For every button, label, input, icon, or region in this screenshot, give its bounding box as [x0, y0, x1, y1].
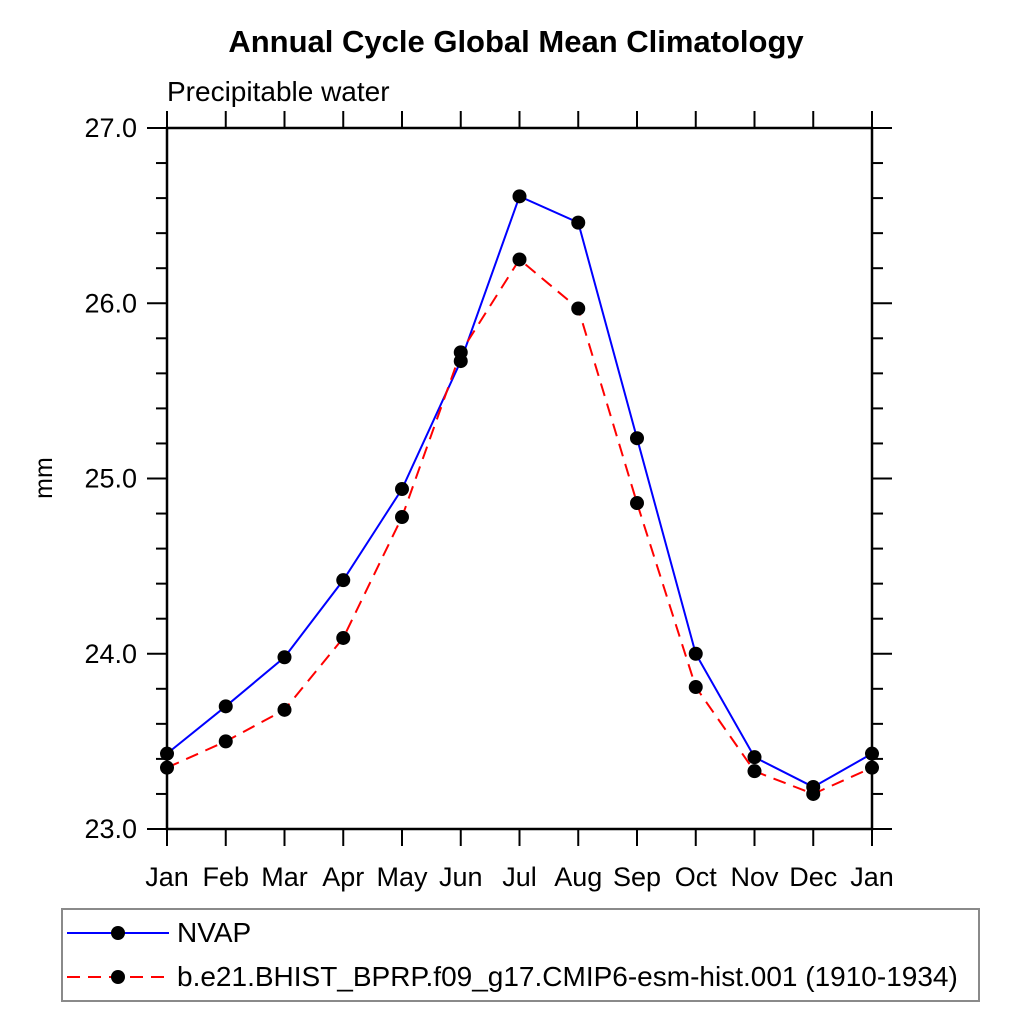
- legend-marker-dot: [111, 970, 125, 985]
- data-point-marker-0: [160, 746, 174, 761]
- legend-item-nvap: NVAP: [63, 911, 978, 955]
- series-line-0: [166, 194, 873, 789]
- x-axis-month-label: Jun: [439, 862, 483, 892]
- y-axis-tick-label: 24.0: [84, 639, 137, 669]
- data-point-marker-0: [336, 573, 351, 588]
- plot-frame: [165, 126, 874, 831]
- data-point-marker-0: [688, 646, 703, 661]
- chart-title: Annual Cycle Global Mean Climatology: [228, 24, 804, 59]
- x-axis-month-label: Nov: [730, 862, 779, 892]
- x-axis-month-label: Sep: [613, 862, 661, 892]
- legend-marker-dot: [111, 925, 125, 940]
- data-point-marker-0: [865, 746, 879, 761]
- y-axis-tick-label: 27.0: [84, 113, 137, 143]
- data-point-marker-0: [218, 699, 233, 714]
- data-point-marker-1: [277, 702, 292, 717]
- data-point-marker-1: [395, 510, 409, 525]
- data-point-marker-1: [865, 760, 879, 775]
- x-axis-month-label: Jan: [145, 862, 189, 892]
- data-point-marker-0: [571, 215, 586, 230]
- legend-label-model: b.e21.BHIST_BPRP.f09_g17.CMIP6-esm-hist.…: [177, 961, 958, 993]
- x-axis-month-label: Feb: [202, 862, 249, 892]
- series-line-1: [166, 257, 873, 796]
- y-axis-tick-label: 25.0: [84, 464, 137, 494]
- y-axis-tick-label: 23.0: [84, 814, 137, 844]
- data-point-marker-0: [512, 189, 527, 204]
- x-axis-month-label: Jul: [502, 862, 537, 892]
- data-point-marker-1: [160, 760, 174, 775]
- legend-swatch-dashed-line: [67, 970, 169, 985]
- data-point-marker-1: [806, 786, 821, 801]
- data-point-marker-1: [218, 734, 233, 749]
- x-axis-month-label: Jan: [850, 862, 894, 892]
- y-axis-unit-label: mm: [30, 457, 58, 499]
- legend-item-model: b.e21.BHIST_BPRP.f09_g17.CMIP6-esm-hist.…: [63, 955, 978, 999]
- data-point-marker-1: [571, 301, 586, 316]
- legend-label-nvap: NVAP: [177, 916, 252, 948]
- data-point-marker-1: [630, 496, 644, 511]
- y-axis-tick-label: 26.0: [84, 288, 137, 318]
- data-point-marker-1: [688, 680, 703, 695]
- data-point-marker-1: [512, 252, 527, 267]
- data-point-marker-0: [277, 650, 292, 665]
- x-axis-month-label: Aug: [554, 862, 602, 892]
- data-point-marker-0: [630, 431, 644, 446]
- data-point-marker-0: [395, 482, 409, 497]
- data-point-marker-1: [336, 630, 351, 645]
- chart-subtitle: Precipitable water: [167, 76, 390, 107]
- data-point-marker-0: [747, 750, 762, 765]
- x-axis-month-label: Oct: [675, 862, 718, 892]
- x-axis-month-label: Dec: [789, 862, 837, 892]
- legend-swatch-solid-line: [67, 925, 169, 940]
- x-axis-month-label: Mar: [261, 862, 308, 892]
- data-point-marker-1: [747, 764, 762, 779]
- plot-group: 23.0 24.0 25.0 26.0 27.0 Jan Feb Mar Apr May Jun Ju…: [84, 111, 894, 892]
- legend: NVAP b.e21.BHIST_BPRP.f09_g17.CMIP6-esm-…: [61, 908, 980, 1002]
- x-axis-month-label: Apr: [322, 862, 364, 892]
- x-axis-month-label: May: [376, 862, 428, 892]
- data-point-marker-1: [453, 345, 468, 360]
